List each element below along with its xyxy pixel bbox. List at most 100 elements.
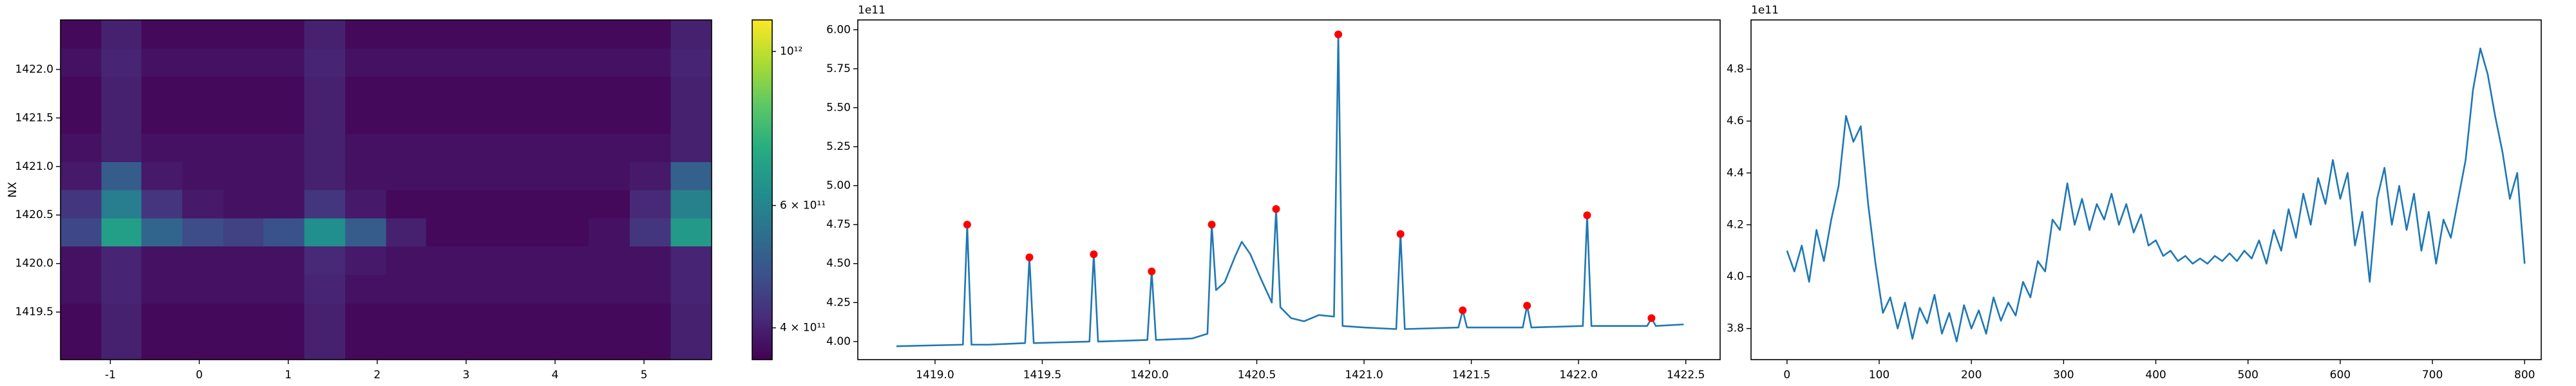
heatmap-cell	[263, 331, 305, 360]
heatmap-cell	[386, 104, 427, 134]
heatmap-cell	[345, 274, 387, 304]
x-tick-label: 1421.0	[1345, 369, 1383, 381]
heatmap-cell	[467, 161, 509, 190]
heatmap-cell	[223, 190, 264, 219]
x-tick-label: 700	[2422, 369, 2443, 381]
y-tick-label: 4.0	[1727, 270, 1744, 283]
panel: 0 100 200 300 400 500 600 700 800 3.8 4.0 4.2 4.4 4.6…	[1727, 4, 2542, 381]
colorbar-frame	[752, 19, 773, 360]
y-tick-label: 4.8	[1727, 63, 1744, 76]
heatmap-cell	[507, 190, 549, 219]
heatmap-cell	[345, 161, 387, 190]
heatmap-cell	[467, 274, 509, 304]
heatmap-cell	[182, 48, 224, 77]
heatmap-cell	[507, 133, 549, 162]
heatmap-cell	[589, 274, 630, 304]
heatmap-cell	[670, 331, 712, 360]
heatmap-cell	[467, 190, 509, 219]
y-tick-label: 4.6	[1727, 115, 1744, 127]
heatmap-cell	[670, 133, 712, 162]
heatmap-cell	[629, 161, 672, 190]
heatmap-cell	[304, 190, 346, 219]
heatmap-cell	[345, 217, 387, 247]
heatmap-cell	[141, 246, 183, 275]
x-tick-label: 100	[1869, 369, 1889, 381]
heatmap-cell	[61, 48, 102, 77]
y-tick-label: 1420.5	[15, 208, 53, 221]
heatmap-cell	[223, 217, 264, 247]
heatmap-cell	[426, 76, 468, 105]
peak-marker	[1583, 211, 1591, 219]
heatmap-cell	[386, 331, 427, 360]
peak-marker	[963, 221, 971, 229]
y-tick-label: 1421.0	[15, 160, 53, 173]
heatmap-cell	[589, 76, 630, 105]
heatmap-cell	[263, 303, 305, 332]
heatmap-cell	[61, 331, 102, 360]
heatmap-cell	[304, 331, 346, 360]
heatmap-cell	[426, 104, 468, 134]
heatmap-cell	[507, 246, 549, 275]
heatmap-cell	[61, 104, 102, 134]
heatmap-cell	[589, 246, 630, 275]
heatmap-cell	[426, 274, 468, 304]
y-tick-label: 5.75	[826, 62, 851, 75]
heatmap-cell	[223, 161, 264, 190]
heatmap-cell	[304, 303, 346, 332]
heatmap-cell	[345, 190, 387, 219]
y-tick-label: 4.00	[826, 335, 851, 348]
heatmap-cell	[629, 246, 672, 275]
heatmap-cell	[467, 303, 509, 332]
x-tick-label: 400	[2145, 369, 2166, 381]
heatmap-cell	[507, 303, 549, 332]
heatmap-cell	[263, 246, 305, 275]
x-tick-label: 3	[462, 369, 469, 381]
heatmap-cell	[223, 133, 264, 162]
peak-marker	[1334, 30, 1343, 39]
peak-marker	[1272, 205, 1280, 213]
heatmap-cell	[589, 20, 630, 49]
heatmap-cell	[141, 133, 183, 162]
heatmap-cell	[101, 246, 142, 275]
heatmap-cell	[345, 303, 387, 332]
heatmap-cell	[304, 133, 346, 162]
x-tick-label: 1422.0	[1559, 369, 1597, 381]
heatmap-cell	[549, 48, 590, 77]
heatmap-cell	[426, 133, 468, 162]
heatmap-cell	[61, 76, 102, 105]
heatmap-cell	[263, 190, 305, 219]
heatmap-cell	[589, 133, 630, 162]
heatmap-cell	[101, 303, 142, 332]
heatmap-cell	[670, 274, 712, 304]
peak-marker	[1090, 250, 1098, 259]
heatmap-cell	[549, 133, 590, 162]
heatmap-cell	[345, 20, 387, 49]
heatmap-cell	[507, 20, 549, 49]
heatmap-cell	[223, 274, 264, 304]
axes-frame	[60, 19, 712, 360]
y-tick-label: 1421.5	[15, 111, 53, 124]
y-tick-label: 3.8	[1727, 322, 1744, 335]
heatmap-cell	[61, 274, 102, 304]
heatmap-cell	[263, 48, 305, 77]
heatmap-cell	[629, 104, 672, 134]
heatmap-cell	[141, 217, 183, 247]
heatmap-cell	[629, 76, 672, 105]
heatmap-cell	[182, 190, 224, 219]
heatmap-cell	[61, 161, 102, 190]
heatmap-cell	[182, 246, 224, 275]
y-tick-label: 1422.0	[15, 63, 53, 76]
heatmap-cell	[223, 331, 264, 360]
heatmap-cell	[182, 20, 224, 49]
heatmap-cell	[426, 20, 468, 49]
heatmap-cell	[141, 20, 183, 49]
heatmap-cell	[304, 246, 346, 275]
heatmap-cell	[426, 331, 468, 360]
heatmap-cell	[629, 331, 672, 360]
colorbar-tick-label: 10¹²	[780, 45, 802, 58]
x-tick-label: 1422.5	[1667, 369, 1705, 381]
data-line	[1786, 48, 2526, 343]
heatmap-cell	[507, 48, 549, 77]
heatmap-cell	[629, 303, 672, 332]
heatmap-cell	[467, 104, 509, 134]
